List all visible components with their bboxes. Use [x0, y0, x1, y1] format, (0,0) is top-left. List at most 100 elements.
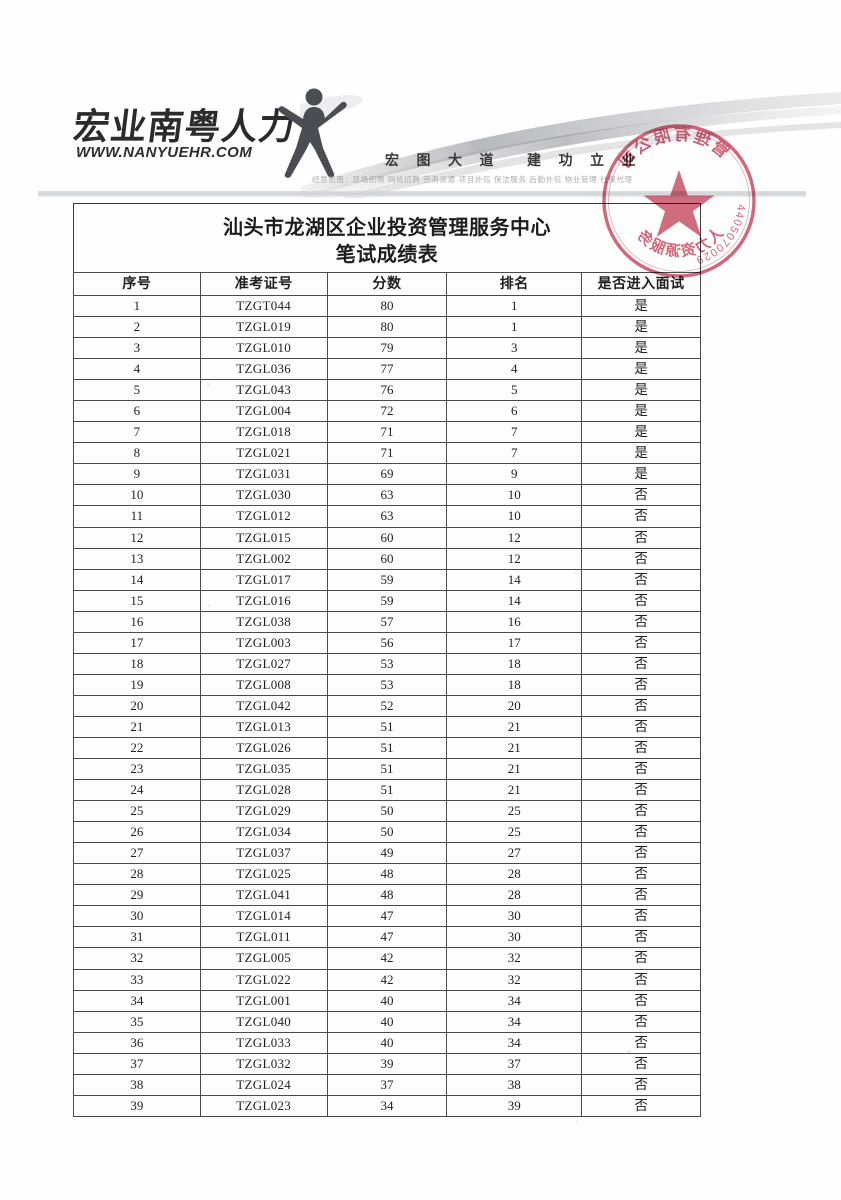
cell-index: 23: [73, 758, 201, 781]
cell-ticket-no: TZGL038: [199, 610, 328, 633]
table-row: 8 TZGL021 71 7 是: [73, 442, 701, 465]
table-row: 32 TZGL005 42 32 否: [73, 947, 701, 970]
cell-score: 59: [326, 589, 448, 612]
cell-rank: 6: [446, 400, 583, 423]
table-row: 33 TZGL022 42 32 否: [73, 968, 701, 991]
cell-score: 51: [326, 779, 448, 802]
cell-rank: 18: [446, 673, 583, 696]
table-row: 9 TZGL031 69 9 是: [73, 463, 701, 486]
cell-score: 40: [326, 1031, 448, 1054]
cell-index: 8: [73, 442, 201, 465]
cell-score: 49: [326, 842, 448, 865]
table-row: 31 TZGL011 47 30 否: [73, 926, 701, 949]
cell-score: 51: [326, 758, 448, 781]
cell-index: 32: [73, 947, 201, 970]
cell-index: 26: [73, 821, 201, 844]
cell-ticket-no: TZGL004: [199, 400, 328, 423]
cell-rank: 34: [446, 989, 583, 1012]
cell-ticket-no: TZGL030: [199, 484, 328, 507]
cell-rank: 18: [446, 652, 583, 675]
cell-ticket-no: TZGL008: [199, 673, 328, 696]
cell-score: 47: [326, 905, 448, 928]
cell-index: 10: [73, 484, 201, 507]
table-header: 序号 准考证号 分数 排名 是否进入面试: [73, 272, 701, 296]
table-row: 15 TZGL016 59 14 否: [73, 589, 701, 612]
cell-interview: 否: [581, 1073, 701, 1096]
table-row: 22 TZGL026 51 21 否: [73, 736, 701, 760]
table-body: 1 TZGT044 80 1 是 2 TZGL019 80 1 是 3 TZGL010 79 3 是 4 TZG…: [73, 294, 701, 1117]
cell-score: 63: [326, 484, 448, 507]
cell-index: 22: [73, 736, 201, 760]
company-wordmark: 宏业南粤人力: [71, 107, 299, 148]
cell-interview: 否: [581, 484, 701, 507]
cell-ticket-no: TZGL010: [199, 337, 328, 360]
cell-interview: 是: [581, 337, 701, 360]
cell-score: 72: [326, 400, 448, 423]
cell-index: 35: [73, 1010, 201, 1033]
cell-index: 2: [73, 316, 201, 339]
cell-score: 50: [326, 821, 448, 844]
cell-index: 39: [73, 1094, 201, 1117]
cell-ticket-no: TZGL032: [199, 1052, 328, 1075]
cell-score: 53: [326, 673, 448, 696]
cell-interview: 否: [581, 821, 701, 844]
cell-interview: 否: [581, 505, 701, 528]
column-header-ticket-no: 准考证号: [199, 272, 328, 296]
table-row: 2 TZGL019 80 1 是: [73, 316, 701, 339]
cell-interview: 否: [581, 884, 701, 907]
cell-score: 59: [326, 568, 448, 591]
cell-score: 57: [326, 610, 448, 633]
cell-ticket-no: TZGL022: [199, 968, 328, 991]
cell-score: 80: [326, 316, 448, 339]
cell-rank: 25: [446, 800, 583, 823]
cell-index: 25: [73, 800, 201, 823]
cell-rank: 28: [446, 863, 583, 886]
table-row: 10 TZGL030 63 10 否: [73, 484, 701, 507]
table-row: 19 TZGL008 53 18 否: [73, 673, 701, 696]
cell-rank: 14: [446, 568, 583, 591]
cell-rank: 27: [446, 842, 583, 865]
cell-rank: 1: [446, 316, 583, 339]
cell-index: 1: [73, 294, 201, 318]
table-row: 12 TZGL015 60 12 否: [73, 526, 701, 549]
cell-rank: 17: [446, 631, 583, 654]
cell-rank: 28: [446, 884, 583, 907]
cell-score: 42: [326, 968, 448, 991]
cell-ticket-no: TZGL002: [199, 547, 328, 570]
table-row: 11 TZGL012 63 10 否: [73, 505, 701, 528]
table-row: 37 TZGL032 39 37 否: [73, 1052, 701, 1075]
table-row: 29 TZGL041 48 28 否: [73, 884, 701, 907]
cell-ticket-no: TZGL036: [199, 358, 328, 381]
cell-ticket-no: TZGL005: [199, 947, 328, 970]
cell-rank: 16: [446, 610, 583, 633]
table-row: 3 TZGL010 79 3 是: [73, 337, 701, 360]
cell-ticket-no: TZGL021: [199, 442, 328, 465]
cell-score: 42: [326, 947, 448, 970]
cell-rank: 21: [446, 736, 583, 760]
cell-ticket-no: TZGL018: [199, 421, 328, 444]
cell-interview: 否: [581, 673, 701, 696]
cell-interview: 否: [581, 1010, 701, 1033]
cell-ticket-no: TZGL016: [199, 589, 328, 612]
cell-interview: 否: [581, 631, 701, 654]
cell-rank: 30: [446, 926, 583, 949]
cell-ticket-no: TZGL040: [199, 1010, 328, 1033]
cell-rank: 9: [446, 463, 583, 486]
cell-interview: 否: [581, 863, 701, 886]
cell-score: 34: [326, 1094, 448, 1117]
cell-rank: 7: [446, 421, 583, 444]
cell-score: 53: [326, 652, 448, 675]
cell-index: 13: [73, 547, 201, 570]
swoosh-graphic: [300, 78, 841, 198]
cell-rank: 21: [446, 758, 583, 781]
cell-ticket-no: TZGL001: [199, 989, 328, 1012]
cell-score: 40: [326, 989, 448, 1012]
cell-interview: 否: [581, 779, 701, 802]
table-row: 5 TZGL043 76 5 是: [73, 379, 701, 402]
cell-score: 60: [326, 526, 448, 549]
cell-score: 37: [326, 1073, 448, 1096]
cell-index: 21: [73, 715, 201, 738]
cell-interview: 否: [581, 968, 701, 991]
table-row: 7 TZGL018 71 7 是: [73, 421, 701, 444]
written-exam-score-table: 序号 准考证号 分数 排名 是否进入面试 1 TZGT044 80 1 是 2 TZGL01…: [73, 272, 701, 1117]
